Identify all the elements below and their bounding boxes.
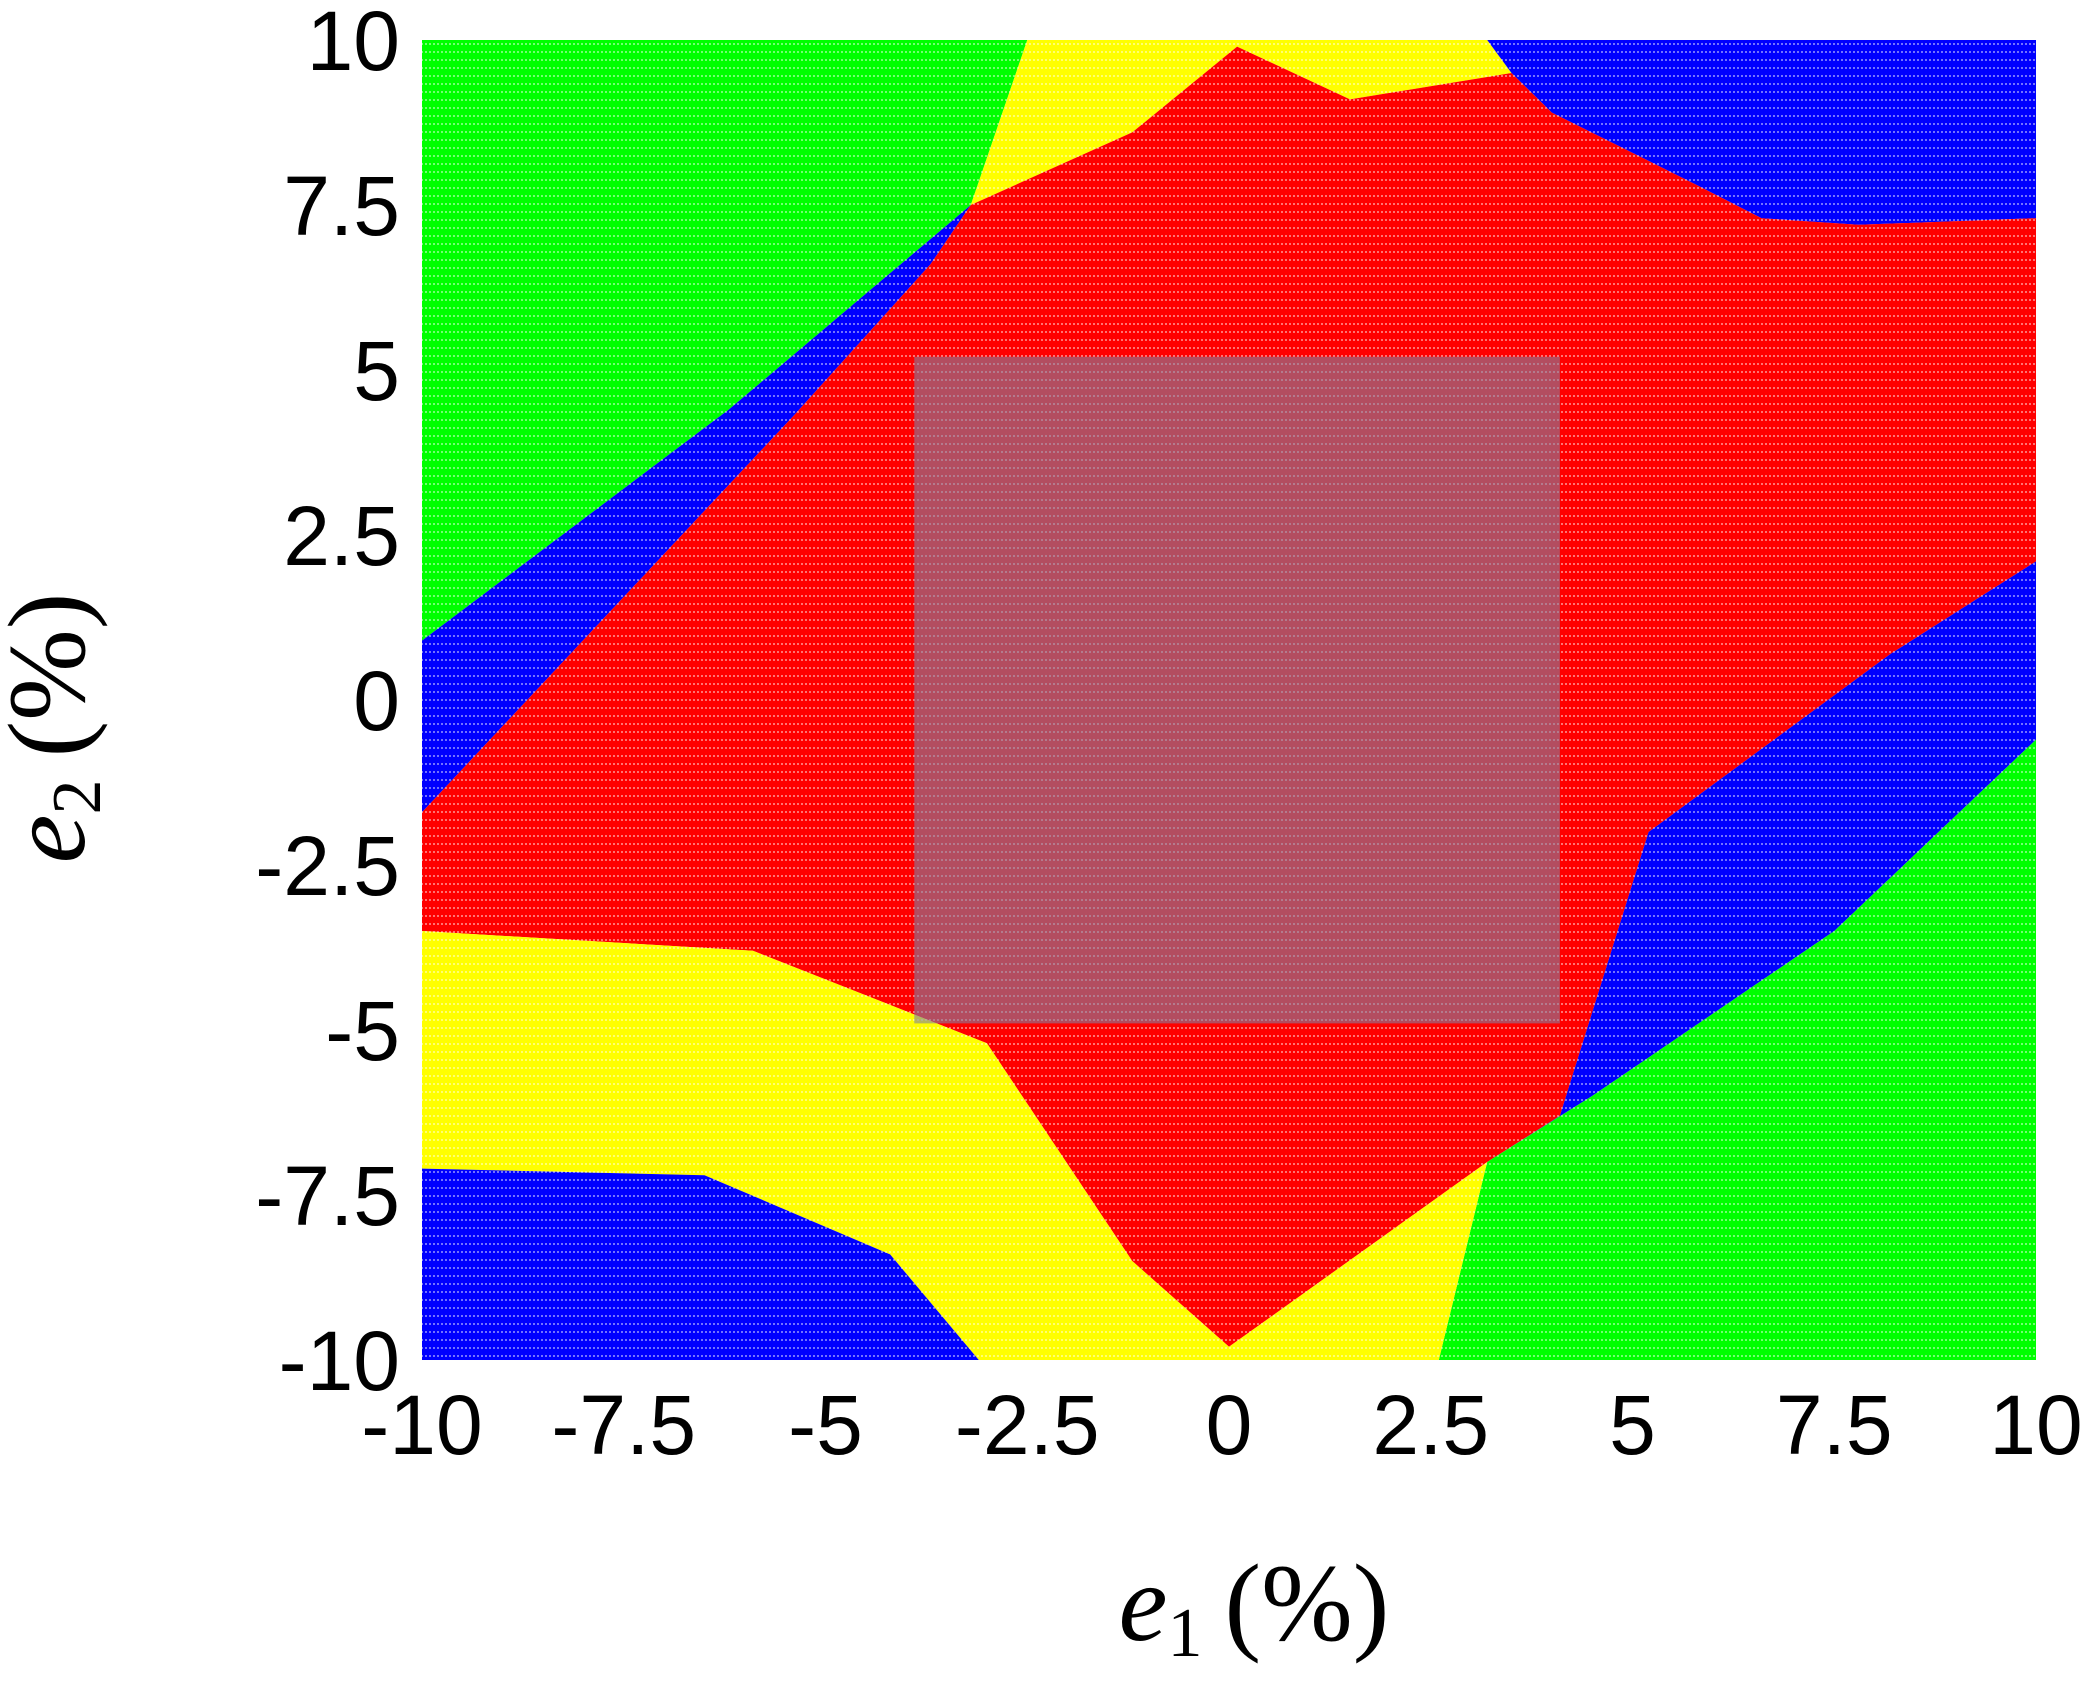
y-axis-label-subscript: 2 [39,780,116,815]
y-tick-label: 7.5 [283,159,400,253]
y-tick-label: 5 [353,324,400,418]
x-tick-label: 7.5 [1776,1378,1893,1472]
x-tick-label: -7.5 [551,1378,696,1472]
plot-area [422,40,2036,1360]
x-tick-label: 5 [1609,1378,1656,1472]
y-axis-label: e2 (%) [0,593,116,864]
y-tick-label: 10 [307,0,400,88]
x-tick-label: -2.5 [955,1378,1100,1472]
x-tick-label: 2.5 [1372,1378,1489,1472]
x-tick-label: -10 [361,1378,482,1472]
y-tick-label: -2.5 [255,819,400,913]
x-tick-label: -5 [788,1378,863,1472]
y-tick-label: 0 [353,654,400,748]
x-tick-label: 0 [1206,1378,1253,1472]
x-axis-label-unit: (%) [1224,1542,1389,1664]
x-axis-label-subscript: 1 [1167,1595,1202,1672]
x-axis-label-variable: e [1119,1542,1168,1664]
y-axis-label-variable: e [0,815,108,864]
x-axis-label: e1 (%) [1119,1542,1390,1672]
x-tick-label: 10 [1989,1378,2082,1472]
highlight-box [914,356,1560,1024]
x-tick-labels: -10 -7.5 -5 -2.5 0 2.5 5 7.5 10 [361,1378,2082,1472]
y-tick-label: -5 [325,984,400,1078]
y-tick-labels: -10 -7.5 -5 -2.5 0 2.5 5 7.5 10 [255,0,400,1408]
y-tick-label: 2.5 [283,489,400,583]
y-tick-label: -7.5 [255,1149,400,1243]
y-tick-label: -10 [279,1314,400,1408]
y-axis-label-unit: (%) [0,593,108,758]
